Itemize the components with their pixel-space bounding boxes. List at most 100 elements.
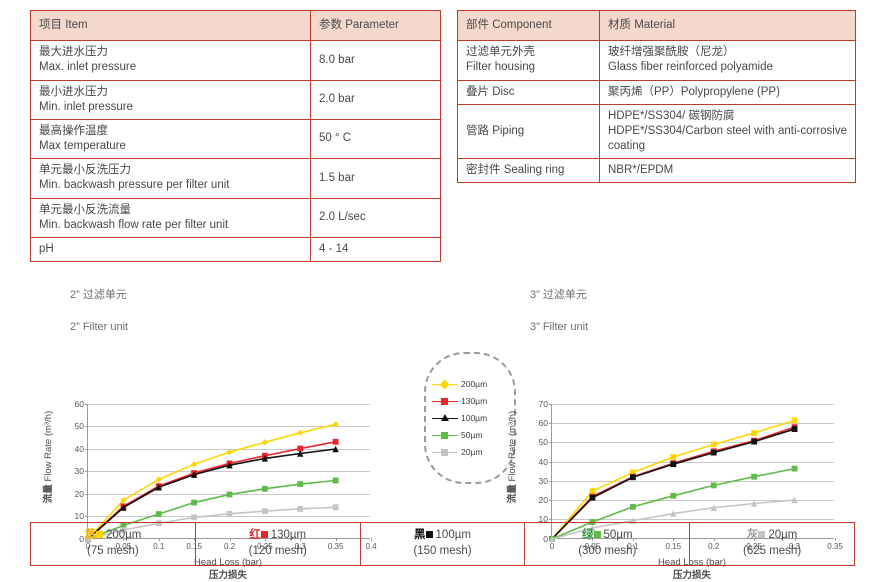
spec-label-cn: 单元最小反洗流量 <box>39 203 302 218</box>
chart-title-cn: 2” 过滤单元 <box>70 288 420 304</box>
data-point-marker <box>333 439 339 445</box>
y-tick-label: 50 <box>539 437 548 447</box>
legend-label: 100µm <box>461 413 487 423</box>
y-axis-title: 流量 Flow Rate (m³/h) <box>504 387 518 527</box>
y-axis-title-en: Flow Rate (m³/h) <box>43 411 54 482</box>
table-header-component: 部件 Component <box>458 11 600 41</box>
data-point-marker <box>191 461 197 467</box>
y-tick-label: 60 <box>539 418 548 428</box>
x-axis-title-cn: 压力损失 <box>551 570 833 582</box>
component-cn: 叠片 Disc <box>466 85 591 100</box>
color-swatch-icon <box>96 531 103 538</box>
mesh-micron: 130µm <box>271 529 306 541</box>
component-en: Filter housing <box>466 60 591 75</box>
table-header-item: 项目 Item <box>31 11 311 41</box>
component-cell: 管路 Piping <box>458 104 600 159</box>
material-cn: 聚丙烯（PP）Polypropylene (PP) <box>608 85 847 100</box>
data-point-marker <box>156 511 162 517</box>
data-point-marker <box>792 417 798 423</box>
spec-label-en: Max. inlet pressure <box>39 60 302 75</box>
data-point-marker <box>630 504 636 510</box>
y-tick-label: 20 <box>75 489 84 499</box>
mesh-color-name: 黑 <box>414 529 426 541</box>
data-point-marker <box>333 421 339 427</box>
y-tick-label: 40 <box>539 457 548 467</box>
color-swatch-icon <box>758 531 765 538</box>
mesh-count: (150 mesh) <box>363 544 523 560</box>
material-en: HDPE*/SS304/Carbon steel with anti-corro… <box>608 124 847 154</box>
data-point-marker <box>227 511 233 517</box>
material-en: Glass fiber reinforced polyamide <box>608 60 847 75</box>
spec-label-cn: 最小进水压力 <box>39 85 302 100</box>
component-cn: 密封件 Sealing ring <box>466 163 591 178</box>
spec-value-cell: 2.0 L/sec <box>311 198 441 237</box>
table-header-parameter: 参数 Parameter <box>311 11 441 41</box>
data-point-marker <box>226 449 232 455</box>
data-point-marker <box>590 488 596 494</box>
data-point-marker <box>751 473 757 479</box>
mesh-color-name: 灰 <box>747 529 759 541</box>
spec-value-cell: 50 ° C <box>311 119 441 158</box>
data-point-marker <box>711 449 717 455</box>
series-layer <box>552 404 835 539</box>
mesh-count: (120 mesh) <box>198 544 358 560</box>
table-header-material: 材质 Material <box>600 11 856 41</box>
data-point-marker <box>191 514 197 520</box>
data-point-marker <box>711 441 717 447</box>
legend-label: 200µm <box>461 379 487 389</box>
data-point-marker <box>262 486 268 492</box>
y-tick-label: 20 <box>539 495 548 505</box>
y-axis-title-en: Flow Rate (m³/h) <box>507 411 518 482</box>
data-point-marker <box>262 439 268 445</box>
data-point-marker <box>297 429 303 435</box>
material-cn: NBR*/EPDM <box>608 163 847 178</box>
y-tick-label: 40 <box>75 444 84 454</box>
spec-value-cell: 2.0 bar <box>311 80 441 119</box>
chart-title-cn: 3” 过滤单元 <box>530 288 875 304</box>
y-axis-title-cn: 流量 <box>43 484 54 503</box>
legend-marker-icon <box>432 430 458 440</box>
y-tick-label: 50 <box>75 421 84 431</box>
mesh-micron: 100µm <box>436 529 471 541</box>
mesh-count: (75 mesh) <box>33 544 193 560</box>
data-point-marker <box>333 477 339 483</box>
chart-title: 2” 过滤单元 2” Filter unit <box>70 272 420 352</box>
y-tick-label: 30 <box>539 476 548 486</box>
x-axis-title-cn: 压力损失 <box>87 570 369 582</box>
color-swatch-icon <box>261 531 268 538</box>
spec-value-cell: 4 - 14 <box>311 237 441 261</box>
series-layer <box>88 404 371 539</box>
data-point-marker <box>670 454 676 460</box>
data-point-marker <box>751 438 757 444</box>
data-point-marker <box>262 508 268 514</box>
spec-label-en: Max temperature <box>39 139 302 154</box>
table-row: 叠片 Disc 聚丙烯（PP）Polypropylene (PP) <box>458 80 856 104</box>
material-cell: 玻纤增强聚酰胺（尼龙）Glass fiber reinforced polyam… <box>600 41 856 80</box>
chart-title-en: 2” Filter unit <box>70 320 420 336</box>
spec-label-en: Min. backwash pressure per filter unit <box>39 178 302 193</box>
color-swatch-icon <box>426 531 433 538</box>
table-header-row: 项目 Item 参数 Parameter <box>31 11 441 41</box>
spec-label-cn: 单元最小反洗压力 <box>39 163 302 178</box>
table-row: 密封件 Sealing ring NBR*/EPDM <box>458 159 856 183</box>
y-tick-label: 10 <box>75 511 84 521</box>
chart-title: 3” 过滤单元 3” Filter unit <box>530 272 875 352</box>
spec-label-en: Min. backwash flow rate per filter unit <box>39 218 302 233</box>
data-point-marker <box>711 482 717 488</box>
data-point-marker <box>333 504 339 510</box>
